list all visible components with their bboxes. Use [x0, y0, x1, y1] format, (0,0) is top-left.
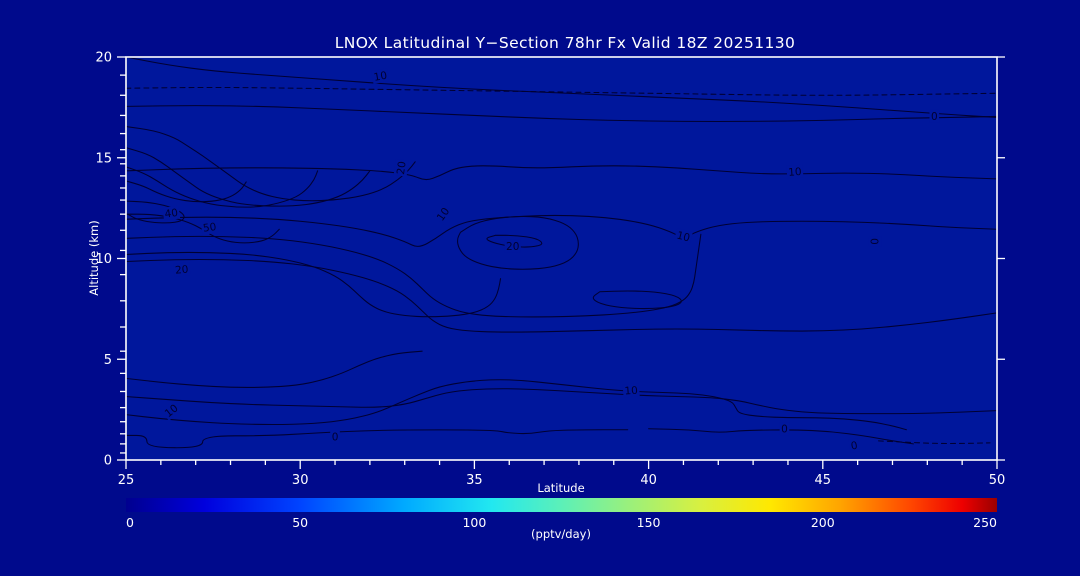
contour-label-halo: [929, 109, 940, 123]
contour-line-20: [486, 234, 543, 248]
contour-line-10: [126, 57, 997, 118]
contour-label-halo: [868, 236, 882, 247]
colorbar-gradient[interactable]: [126, 498, 997, 512]
contour-line-30: [126, 251, 502, 318]
y-axis: 0 5 10 15 20: [95, 51, 1005, 469]
x-tick-label: 50: [989, 473, 1006, 488]
colorbar-units-label: (pptv/day): [531, 527, 591, 541]
y-axis-label: Altitude (km): [87, 220, 101, 295]
contour-label-0: 0: [850, 440, 859, 453]
x-tick-label: 30: [292, 473, 309, 488]
contour-line-30: [126, 350, 423, 388]
contour-label-halo: [779, 422, 790, 436]
x-tick-label: 45: [815, 473, 832, 488]
contour-label-halo: [393, 158, 409, 177]
contour-label-20: 20: [395, 160, 409, 175]
contour-label-halo: [330, 430, 340, 444]
contour-line-50: [126, 200, 185, 224]
colorbar-tick-label: 0: [126, 515, 134, 530]
y-tick-label: 15: [95, 151, 112, 166]
y-tick-label: 5: [104, 353, 112, 368]
contour-label-20: 20: [175, 264, 189, 277]
contour-label-10: 10: [624, 385, 638, 398]
contour-line-20: [457, 216, 579, 270]
contour-label-halo: [200, 219, 219, 235]
contour-line-0: [648, 428, 914, 445]
contour-label-0: 0: [332, 431, 339, 443]
contour-label-10: 10: [788, 166, 802, 179]
contour-line-40: [126, 166, 319, 208]
contour-label-halo: [173, 262, 191, 277]
plot-area-background: [126, 57, 997, 460]
contour-label-halo: [160, 400, 182, 421]
contour-label-20: 20: [506, 241, 519, 253]
colorbar-tick-labels: 0 50 100 150 200 250: [126, 515, 997, 530]
colorbar[interactable]: [126, 498, 997, 512]
contour-line-20: [126, 379, 907, 431]
contour-line-10: [126, 258, 997, 333]
contour-label-halo: [674, 228, 693, 245]
x-tick-label: 40: [640, 473, 657, 488]
colorbar-tick-label: 100: [462, 515, 486, 530]
contour-label-10: 10: [373, 70, 388, 84]
contour-label-0: 0: [870, 238, 882, 245]
contour-line-20: [592, 290, 682, 310]
colorbar-tick-label: 50: [292, 515, 308, 530]
contour-label-halo: [622, 383, 640, 398]
contour-label-halo: [371, 68, 390, 84]
x-axis-label: Latitude: [537, 481, 584, 495]
y-tick-label: 10: [95, 252, 112, 267]
contour-line-30: [126, 147, 371, 207]
x-axis: 25 30 35 40 45 50: [118, 460, 1006, 488]
contour-line-10: [126, 214, 997, 247]
contour-label-halo: [786, 164, 804, 179]
contour-line-20: [126, 125, 416, 202]
y-tick-label: 20: [95, 51, 112, 66]
y-tick-label: 0: [104, 454, 112, 469]
colorbar-tick-label: 200: [811, 515, 835, 530]
colorbar-tick-label: 150: [637, 515, 661, 530]
contour-label-halo: [433, 203, 454, 225]
contour-line-0: [878, 440, 991, 445]
colorbar-tick-label: 250: [973, 515, 997, 530]
contour-label-halo: [162, 205, 181, 221]
contour-label-50: 50: [202, 221, 217, 235]
contour-label-40: 40: [164, 207, 179, 221]
x-tick-label: 35: [466, 473, 483, 488]
contour-label-0: 0: [781, 423, 788, 435]
contour-line-10: [126, 388, 997, 415]
contour-line-0: [126, 105, 997, 123]
contour-label-halo: [504, 239, 521, 253]
contour-label-halo: [848, 438, 861, 453]
contour-label-0: 0: [931, 111, 938, 123]
figure-title: LNOX Latitudinal Y−Section 78hr Fx Valid…: [335, 34, 796, 52]
contour-line-20: [126, 233, 702, 318]
contour-line-0: [126, 429, 629, 449]
contour-line-50: [126, 180, 247, 203]
contour-label-10: 10: [675, 229, 691, 244]
x-tick-label: 25: [118, 473, 135, 488]
